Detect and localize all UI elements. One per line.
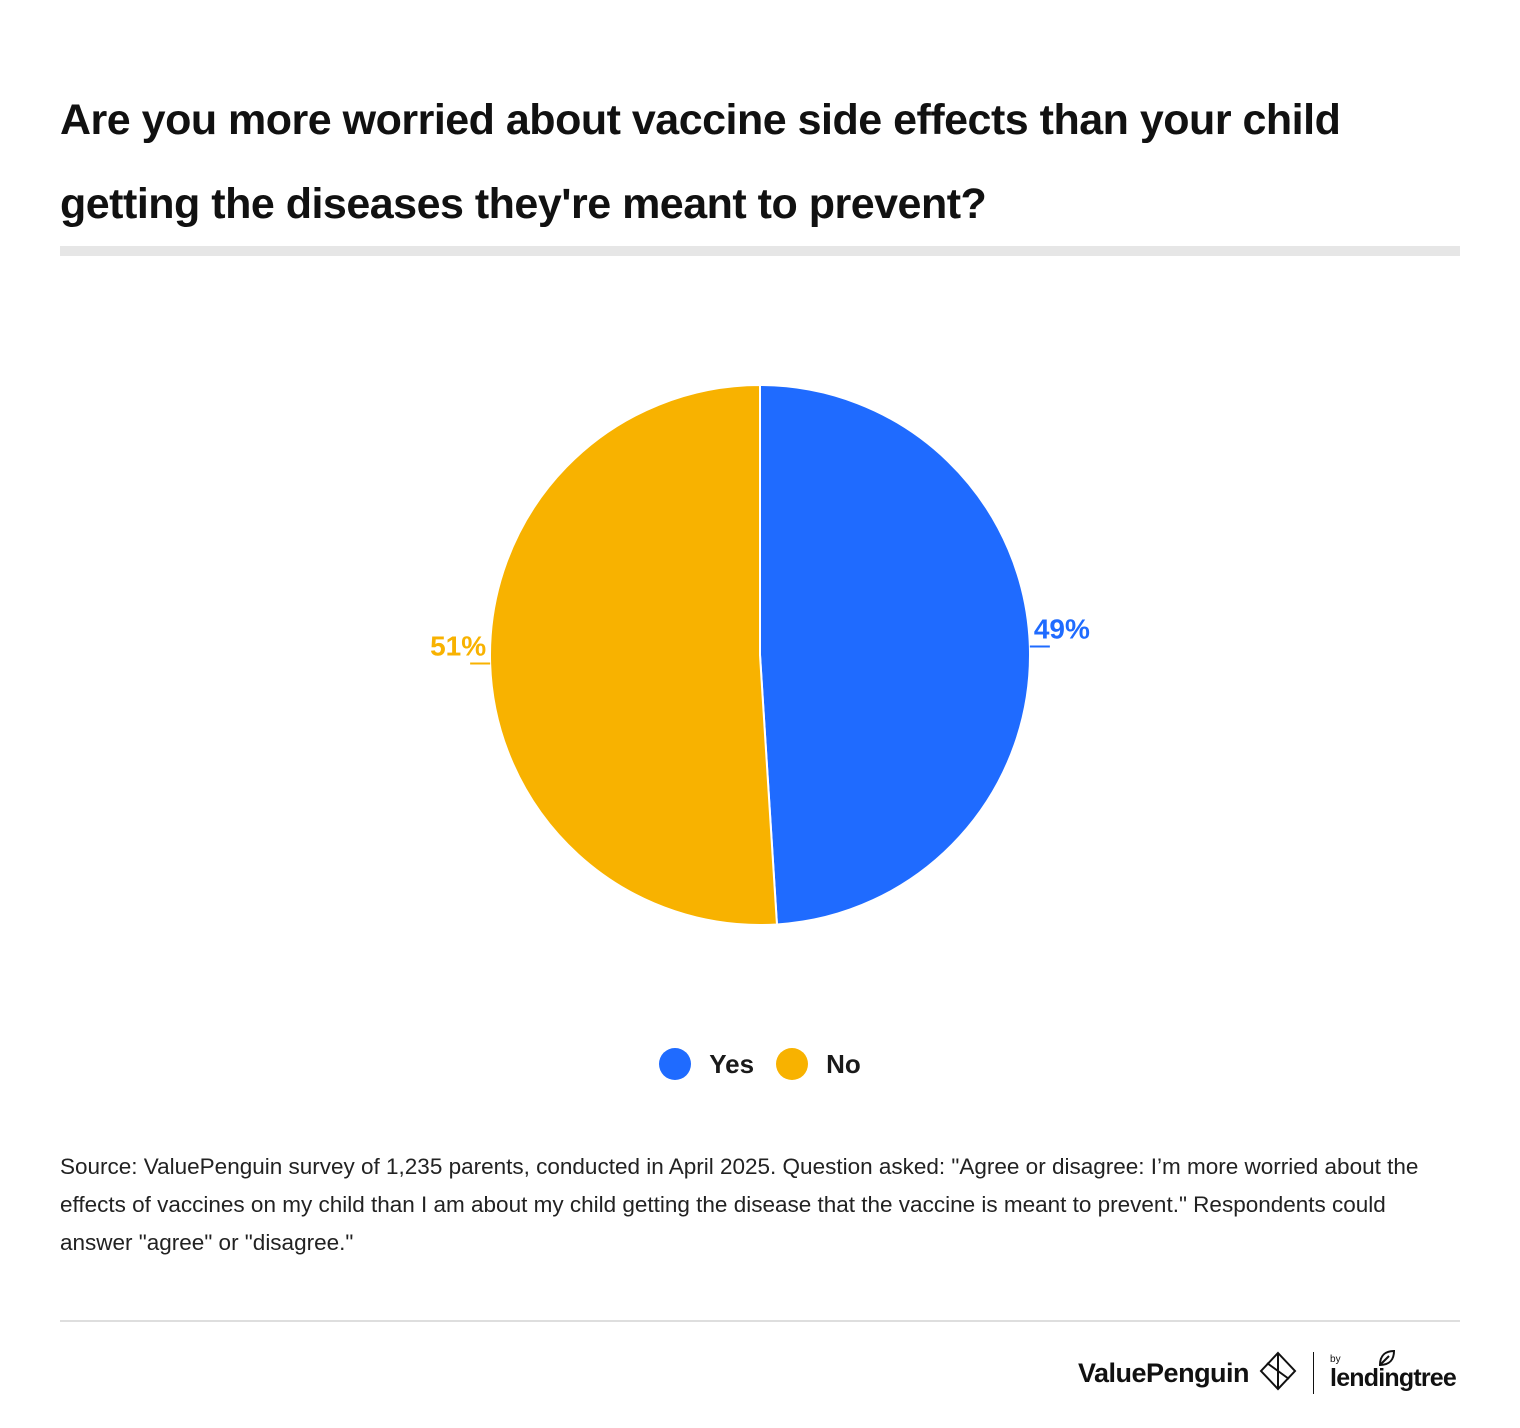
brand-divider (1313, 1352, 1315, 1394)
leaf-icon (1379, 1349, 1396, 1367)
pie-slice-yes (759, 383, 1031, 926)
legend-swatch-yes (659, 1048, 692, 1080)
brand-logos: ValuePenguin by lendingtree (1078, 1348, 1457, 1398)
title-divider (60, 246, 1460, 256)
source-note: Source: ValuePenguin survey of 1,235 par… (60, 1154, 1419, 1255)
data-label-no: 51% (430, 630, 486, 661)
penguin-diamond-icon (1259, 1351, 1297, 1396)
chart-title: Are you more worried about vaccine side … (60, 96, 1341, 228)
valuepenguin-logo-text: ValuePenguin (1078, 1357, 1250, 1388)
lendingtree-logo: by lendingtree (1330, 1349, 1457, 1392)
legend-swatch-no (776, 1048, 809, 1080)
pie-slice-no (489, 383, 779, 926)
data-label-yes: 49% (1034, 614, 1090, 645)
legend-label-no: No (826, 1048, 861, 1079)
footer-divider (60, 1320, 1460, 1322)
lendingtree-logo-text: lendingtree (1330, 1364, 1457, 1392)
pie-chart: 49% 51% (430, 383, 1090, 926)
chart-legend: Yes No (0, 1044, 1520, 1084)
legend-item-no: No (776, 1048, 861, 1080)
brand-by-text: by (1330, 1354, 1341, 1365)
legend-label-yes: Yes (709, 1048, 755, 1079)
legend-item-yes: Yes (659, 1048, 754, 1080)
